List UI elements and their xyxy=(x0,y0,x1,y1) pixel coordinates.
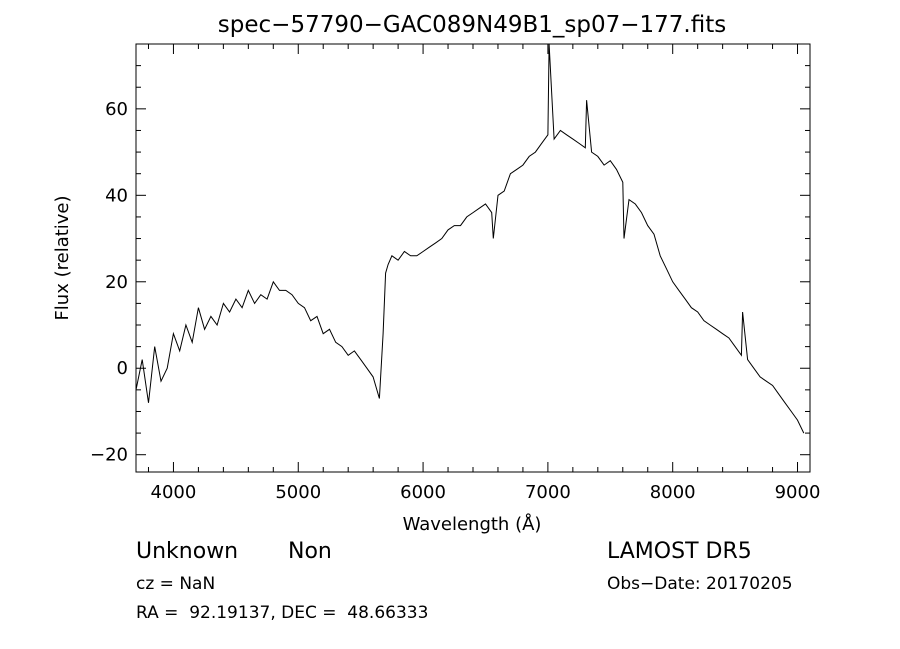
y-tick-label: 0 xyxy=(117,358,128,379)
y-tick-label: 40 xyxy=(105,185,128,206)
object-class: Unknown xyxy=(136,539,239,564)
x-tick-label: 9000 xyxy=(775,482,821,503)
x-tick-label: 8000 xyxy=(650,482,696,503)
chart-title: spec−57790−GAC089N49B1_sp07−177.fits xyxy=(218,12,726,38)
x-tick-label: 7000 xyxy=(525,482,571,503)
plot-frame xyxy=(135,43,811,473)
survey-label: LAMOST DR5 xyxy=(607,539,752,564)
redshift-label: cz = NaN xyxy=(136,574,216,594)
y-axis-label: Flux (relative) xyxy=(52,195,73,320)
y-tick-label: −20 xyxy=(90,445,128,466)
x-axis: 4000 5000 6000 7000 8000 9000 xyxy=(147,44,821,503)
y-tick-label: 60 xyxy=(105,99,128,120)
x-tick-label: 5000 xyxy=(275,482,321,503)
y-tick-label: 20 xyxy=(105,272,128,293)
x-tick-label: 4000 xyxy=(151,482,197,503)
obs-date-label: Obs−Date: 20170205 xyxy=(607,574,793,594)
spectrum-line xyxy=(135,43,805,434)
y-axis: −20 0 20 40 60 xyxy=(90,43,810,466)
coordinates-label: RA = 92.19137, DEC = 48.66333 xyxy=(136,603,429,623)
x-axis-label: Wavelength (Å) xyxy=(403,513,542,535)
object-subclass: Non xyxy=(288,539,332,564)
x-tick-label: 6000 xyxy=(400,482,446,503)
